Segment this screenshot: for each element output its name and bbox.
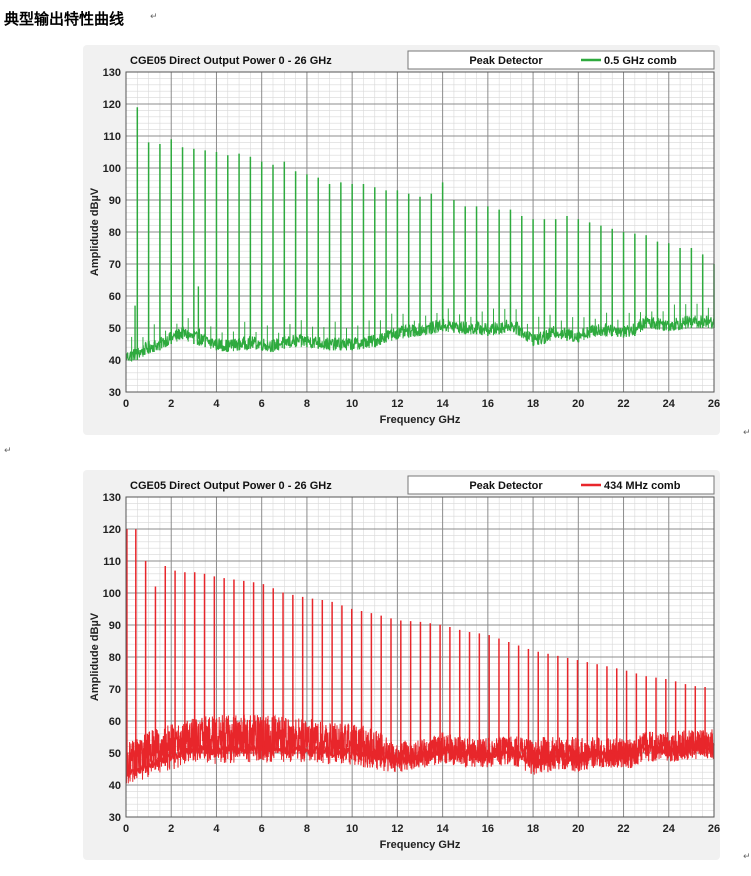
chart-title: CGE05 Direct Output Power 0 - 26 GHz [130,480,332,492]
legend-detector-label: Peak Detector [469,55,543,67]
y-tick-label: 60 [109,291,121,303]
x-tick-label: 22 [617,398,629,410]
x-tick-label: 16 [482,398,494,410]
x-tick-label: 20 [572,398,584,410]
y-tick-label: 130 [103,67,121,79]
y-tick-label: 50 [109,748,121,760]
x-tick-label: 2 [168,823,174,835]
legend-series-name: 0.5 GHz comb [604,55,677,67]
x-tick-label: 10 [346,398,358,410]
document-title: 典型输出特性曲线 [4,10,125,28]
y-axis-label: Amplidude dBµV [89,187,101,276]
legend-box [407,50,715,70]
y-tick-label: 110 [103,131,121,143]
y-tick-label: 40 [109,780,121,792]
y-tick-label: 60 [109,716,121,728]
plot-border [125,496,715,818]
x-tick-label: 20 [572,823,584,835]
y-tick-label: 70 [109,684,121,696]
x-tick-label: 0 [123,398,129,410]
y-axis-label: Amplidude dBµV [89,612,101,701]
chart-title: CGE05 Direct Output Power 0 - 26 GHz [130,55,332,67]
x-tick-label: 24 [663,823,676,835]
paragraph-mark: ↵ [743,428,751,438]
x-tick-label: 14 [436,823,449,835]
x-tick-label: 26 [708,823,720,835]
x-tick-label: 10 [346,823,358,835]
x-tick-label: 8 [304,398,310,410]
y-tick-label: 30 [109,387,121,399]
x-tick-label: 26 [708,398,720,410]
legend-series-name: 434 MHz comb [604,480,681,492]
y-tick-label: 40 [109,355,121,367]
x-tick-label: 22 [617,823,629,835]
legend-detector-label: Peak Detector [469,480,543,492]
series-green [125,107,715,362]
y-tick-label: 90 [109,620,121,632]
y-tick-label: 80 [109,652,121,664]
x-tick-label: 4 [213,398,220,410]
x-axis-label: Frequency GHz [380,839,461,851]
y-tick-label: 80 [109,227,121,239]
x-tick-label: 2 [168,398,174,410]
x-tick-label: 12 [391,398,403,410]
legend-box [407,475,715,495]
x-tick-label: 18 [527,823,539,835]
paragraph-mark: ↵ [4,446,12,456]
x-tick-label: 6 [259,823,265,835]
y-tick-label: 90 [109,195,121,207]
y-tick-label: 110 [103,556,121,568]
title-paragraph-mark: ↵ [150,12,158,22]
x-tick-label: 14 [436,398,449,410]
x-tick-label: 24 [663,398,676,410]
x-tick-label: 16 [482,823,494,835]
chart-red-comb: 130 120 110 100 90 80 70 60 50 40 30 0 2 4 6 8 10 12 14 16 1… [83,470,720,860]
series-red [125,529,715,784]
y-tick-label: 120 [103,99,121,111]
y-tick-label: 130 [103,492,121,504]
x-tick-label: 8 [304,823,310,835]
y-tick-label: 100 [103,588,121,600]
y-tick-label: 100 [103,163,121,175]
paragraph-mark: ↵ [743,852,751,862]
y-tick-label: 50 [109,323,121,335]
x-tick-label: 4 [213,823,220,835]
x-tick-label: 6 [259,398,265,410]
y-tick-label: 120 [103,524,121,536]
plot-border [125,71,715,393]
y-tick-label: 30 [109,812,121,824]
y-tick-label: 70 [109,259,121,271]
x-axis-label: Frequency GHz [380,414,461,426]
x-tick-label: 0 [123,823,129,835]
x-tick-label: 18 [527,398,539,410]
x-tick-label: 12 [391,823,403,835]
chart-green-comb: 130 120 110 100 90 80 70 60 50 40 30 0 2 4 6 8 10 12 14 16 1… [83,45,720,435]
